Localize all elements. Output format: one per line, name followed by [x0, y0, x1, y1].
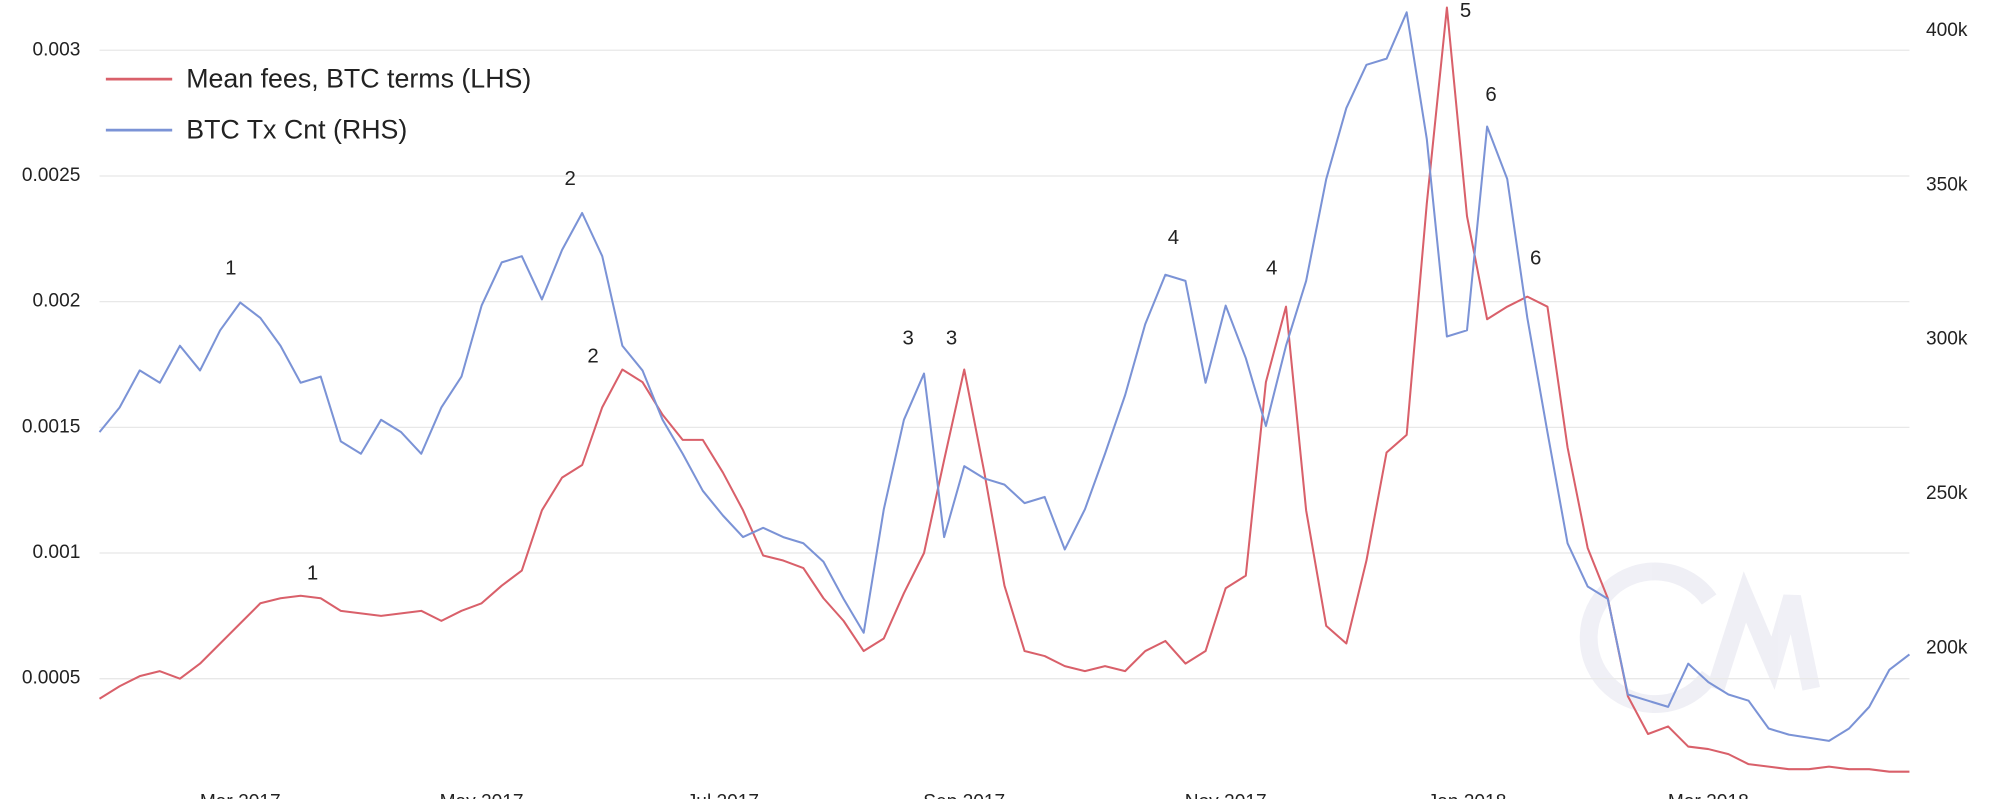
annotation: 1	[225, 258, 236, 280]
x-tick-label: Nov 2017	[1185, 791, 1267, 799]
y-tick-label: 0.001	[32, 542, 80, 563]
legend-label: Mean fees, BTC terms (LHS)	[186, 63, 531, 93]
legend-label: BTC Tx Cnt (RHS)	[186, 114, 407, 144]
annotation: 3	[946, 328, 957, 350]
y2-tick-label: 250k	[1926, 483, 1968, 504]
x-tick-label: Mar 2018	[1668, 791, 1749, 799]
annotation: 1	[307, 562, 318, 584]
annotation: 4	[1168, 227, 1179, 249]
y-tick-label: 0.002	[32, 291, 80, 312]
x-tick-label: Mar 2017	[200, 791, 281, 799]
y-tick-label: 0.003	[32, 39, 80, 60]
annotation: 5	[1460, 0, 1471, 22]
watermark-m	[1707, 571, 1820, 692]
y-tick-label: 0.0025	[22, 165, 81, 186]
annotation: 2	[587, 346, 598, 368]
y-tick-label: 0.0005	[22, 668, 81, 689]
watermark	[1579, 562, 1820, 713]
x-tick-label: Jan 2018	[1428, 791, 1507, 799]
annotation: 6	[1530, 247, 1541, 269]
y2-tick-label: 300k	[1926, 329, 1968, 350]
watermark-c	[1579, 562, 1717, 713]
series-line	[98, 11, 1911, 742]
y2-tick-label: 200k	[1926, 637, 1968, 658]
y2-tick-label: 350k	[1926, 174, 1968, 195]
annotation: 4	[1266, 258, 1277, 280]
x-tick-label: May 2017	[440, 791, 524, 799]
annotation: 6	[1485, 84, 1496, 106]
annotation: 2	[564, 168, 575, 190]
x-tick-label: Sep 2017	[923, 791, 1005, 799]
y2-tick-label: 400k	[1926, 20, 1968, 41]
annotation: 3	[902, 328, 913, 350]
x-tick-label: Jul 2017	[687, 791, 759, 799]
y-tick-label: 0.0015	[22, 416, 81, 437]
